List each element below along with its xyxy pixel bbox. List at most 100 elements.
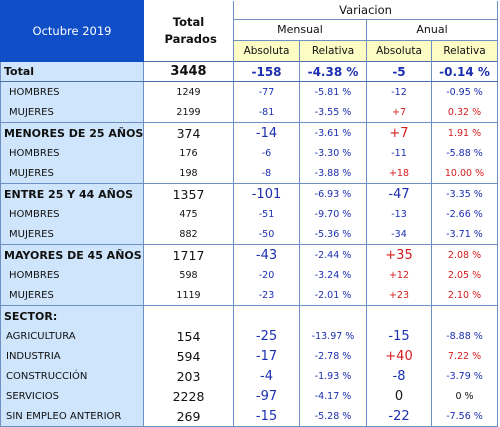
annual-rel-cell: 2.08 % <box>430 244 499 265</box>
table-row: MAYORES DE 45 AÑOS 1717 -43 -2.44 % +35 2.08 … <box>0 244 499 265</box>
table-row: HOMBRES 475 -51 -9.70 % -13 -2.66 % <box>0 204 499 224</box>
annual-rel-cell: 0 % <box>430 386 499 406</box>
monthly-abs-cell: -43 <box>233 244 300 265</box>
monthly-abs-cell: -23 <box>233 285 300 306</box>
table-row: HOMBRES 1249 -77 -5.81 % -12 -0.95 % <box>0 81 499 102</box>
monthly-rel-cell: -4.17 % <box>299 386 367 406</box>
row-label: MUJERES <box>0 224 144 245</box>
row-label: HOMBRES <box>0 265 144 285</box>
table-row: MUJERES 1119 -23 -2.01 % +23 2.10 % <box>0 285 499 306</box>
annual-rel-cell <box>430 305 499 326</box>
table-row: SIN EMPLEO ANTERIOR 269 -15 -5.28 % -22 -7.56… <box>0 406 499 427</box>
monthly-rel-cell: -5.81 % <box>299 81 367 102</box>
monthly-rel-cell: -3.30 % <box>299 143 367 163</box>
row-label: MUJERES <box>0 285 144 306</box>
monthly-abs-cell: -158 <box>233 61 300 82</box>
annual-abs-cell: 0 <box>366 386 432 406</box>
monthly-rel-header: Relativa <box>299 40 367 62</box>
total-cell: 1717 <box>143 244 234 265</box>
annual-abs-cell: +40 <box>366 346 432 366</box>
monthly-abs-cell: -20 <box>233 265 300 285</box>
row-label: CONSTRUCCIÓN <box>0 366 144 386</box>
annual-rel-cell: 10.00 % <box>430 163 499 184</box>
row-label: SECTOR: <box>0 305 144 326</box>
monthly-rel-cell: -5.36 % <box>299 224 367 245</box>
monthly-rel-cell: -3.24 % <box>299 265 367 285</box>
monthly-abs-cell: -15 <box>233 406 300 427</box>
annual-abs-cell: -13 <box>366 204 432 224</box>
total-cell: 598 <box>143 265 234 285</box>
total-cell: 475 <box>143 204 234 224</box>
annual-rel-cell: 2.05 % <box>430 265 499 285</box>
annual-abs-cell: -8 <box>366 366 432 386</box>
monthly-abs-cell: -4 <box>233 366 300 386</box>
row-label: INDUSTRIA <box>0 346 144 366</box>
monthly-abs-header: Absoluta <box>233 40 300 62</box>
table-row: MUJERES 2199 -81 -3.55 % +7 0.32 % <box>0 102 499 123</box>
annual-rel-cell: 0.32 % <box>430 102 499 123</box>
monthly-rel-cell: -5.28 % <box>299 406 367 427</box>
annual-abs-cell: -11 <box>366 143 432 163</box>
monthly-abs-cell: -50 <box>233 224 300 245</box>
annual-rel-cell: -3.71 % <box>430 224 499 245</box>
total-cell: 594 <box>143 346 234 366</box>
monthly-abs-cell: -17 <box>233 346 300 366</box>
monthly-rel-cell: -2.44 % <box>299 244 367 265</box>
annual-rel-header: Relativa <box>430 40 499 62</box>
total-cell: 198 <box>143 163 234 184</box>
row-label: HOMBRES <box>0 143 144 163</box>
total-cell: 176 <box>143 143 234 163</box>
total-cell: 374 <box>143 122 234 143</box>
annual-abs-cell: -12 <box>366 81 432 102</box>
annual-rel-cell: -0.14 % <box>430 61 499 82</box>
row-label: MAYORES DE 45 AÑOS <box>0 244 144 265</box>
annual-abs-header: Absoluta <box>366 40 432 62</box>
table-row: MUJERES 882 -50 -5.36 % -34 -3.71 % <box>0 224 499 245</box>
annual-abs-cell: -15 <box>366 326 432 346</box>
annual-header: Anual <box>365 19 499 41</box>
total-cell: 154 <box>143 326 234 346</box>
row-label: HOMBRES <box>0 204 144 224</box>
total-parados-label: Total Parados <box>164 14 217 46</box>
monthly-abs-cell: -14 <box>233 122 300 143</box>
monthly-abs-cell: -81 <box>233 102 300 123</box>
table-row: HOMBRES 598 -20 -3.24 % +12 2.05 % <box>0 265 499 285</box>
annual-rel-cell: -5.88 % <box>430 143 499 163</box>
monthly-rel-cell: -3.55 % <box>299 102 367 123</box>
row-label: MUJERES <box>0 163 144 184</box>
row-label: AGRICULTURA <box>0 326 144 346</box>
total-cell: 2199 <box>143 102 234 123</box>
total-cell: 1119 <box>143 285 234 306</box>
total-cell: 1357 <box>143 183 234 204</box>
table-row: MUJERES 198 -8 -3.88 % +18 10.00 % <box>0 163 499 184</box>
monthly-abs-cell: -77 <box>233 81 300 102</box>
total-cell <box>143 305 234 326</box>
row-label: Total <box>0 61 144 82</box>
table-row: HOMBRES 176 -6 -3.30 % -11 -5.88 % <box>0 143 499 163</box>
total-cell: 269 <box>143 406 234 427</box>
annual-abs-cell: -5 <box>366 61 432 82</box>
annual-abs-cell: +35 <box>366 244 432 265</box>
table-row: CONSTRUCCIÓN 203 -4 -1.93 % -8 -3.79 % <box>0 366 499 386</box>
annual-rel-cell: -0.95 % <box>430 81 499 102</box>
monthly-rel-cell: -3.61 % <box>299 122 367 143</box>
table-row: AGRICULTURA 154 -25 -13.97 % -15 -8.88 % <box>0 326 499 346</box>
monthly-rel-cell: -4.38 % <box>299 61 367 82</box>
annual-abs-cell: +7 <box>366 102 432 123</box>
total-cell: 882 <box>143 224 234 245</box>
annual-rel-cell: -3.35 % <box>430 183 499 204</box>
monthly-rel-cell: -2.01 % <box>299 285 367 306</box>
variation-header: Variacion <box>232 0 499 20</box>
monthly-abs-cell <box>233 305 300 326</box>
monthly-abs-cell: -8 <box>233 163 300 184</box>
annual-rel-cell: -8.88 % <box>430 326 499 346</box>
table-row: SERVICIOS 2228 -97 -4.17 % 0 0 % <box>0 386 499 406</box>
row-label: SERVICIOS <box>0 386 144 406</box>
annual-abs-cell <box>366 305 432 326</box>
total-cell: 3448 <box>143 61 234 82</box>
table-row: INDUSTRIA 594 -17 -2.78 % +40 7.22 % <box>0 346 499 366</box>
period-header: Octubre 2019 <box>0 0 144 62</box>
annual-rel-cell: 1.91 % <box>430 122 499 143</box>
annual-abs-cell: +18 <box>366 163 432 184</box>
